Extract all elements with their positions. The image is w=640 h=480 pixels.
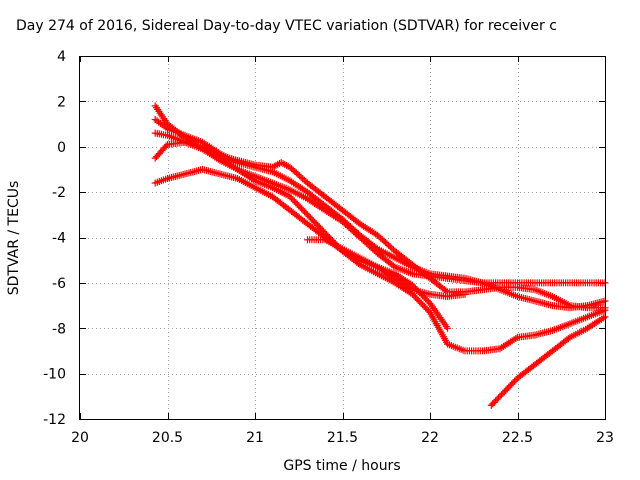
series-track-1 — [151, 102, 609, 287]
y-tick-label: -2 — [52, 185, 66, 201]
x-tick-labels: 20 20.5 21 21.5 22 22.5 23 — [71, 430, 614, 446]
y-tick-labels: -12 -10 -8 -6 -4 -2 0 2 4 — [43, 49, 66, 428]
y-tick-label: -8 — [52, 321, 66, 337]
x-tick-label: 22.5 — [502, 430, 533, 446]
y-tick-label: -6 — [52, 276, 66, 292]
chart-title: Day 274 of 2016, Sidereal Day-to-day VTE… — [16, 18, 557, 34]
data-point — [292, 199, 300, 207]
y-tick-label: -4 — [52, 231, 66, 247]
y-axis-label: SDTVAR / TECUs — [6, 181, 22, 296]
data-points — [151, 102, 609, 409]
data-point — [512, 335, 520, 342]
y-tick-label: -12 — [43, 412, 66, 428]
grid-lines — [80, 56, 605, 419]
x-tick-label: 20 — [71, 430, 89, 446]
data-point — [162, 123, 170, 131]
y-tick-label: -10 — [43, 367, 66, 383]
data-point — [312, 220, 320, 228]
series-track-5 — [151, 165, 451, 332]
x-tick-label: 20.5 — [152, 430, 183, 446]
data-point — [505, 383, 513, 391]
plot-frame — [79, 56, 606, 420]
series-track-6 — [304, 236, 469, 300]
y-tick-label: 0 — [57, 140, 66, 156]
data-point — [302, 209, 310, 217]
x-tick-label: 22 — [421, 430, 439, 446]
x-axis-label: GPS time / hours — [283, 458, 400, 474]
data-point — [417, 299, 425, 307]
data-point — [495, 394, 502, 402]
x-tick-label: 21 — [246, 430, 264, 446]
data-point — [249, 176, 257, 184]
series-track-7 — [487, 313, 609, 409]
data-point — [461, 290, 469, 298]
data-point — [444, 324, 451, 332]
y-tick-label: 4 — [57, 49, 66, 65]
y-tick-label: 2 — [57, 94, 66, 110]
x-tick-label: 21.5 — [327, 430, 358, 446]
series-track-4 — [151, 138, 609, 355]
x-tick-label: 23 — [596, 430, 614, 446]
